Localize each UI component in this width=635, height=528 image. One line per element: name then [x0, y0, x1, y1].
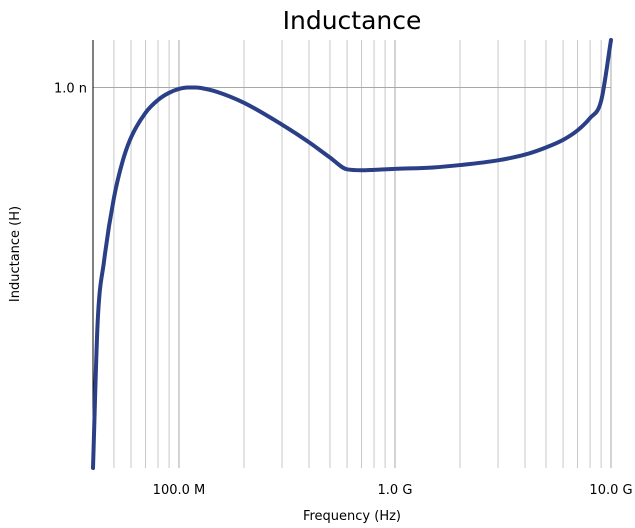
inductance-series-line — [91, 38, 613, 470]
y-tick-label: 1.0 n — [54, 82, 87, 97]
y-axis-label: Inductance (H) — [8, 206, 23, 302]
chart-title: Inductance — [283, 6, 422, 35]
x-tick-label: 1.0 G — [378, 483, 413, 498]
x-tick-label: 100.0 M — [153, 483, 206, 498]
x-tick-label: 10.0 G — [589, 483, 632, 498]
x-tick-labels: 100.0 M 1.0 G 10.0 G — [153, 483, 633, 498]
x-axis-label: Frequency (Hz) — [303, 509, 401, 524]
major-grid — [93, 40, 612, 468]
y-tick-labels: 1.0 n — [54, 82, 87, 97]
minor-grid — [92, 40, 602, 468]
